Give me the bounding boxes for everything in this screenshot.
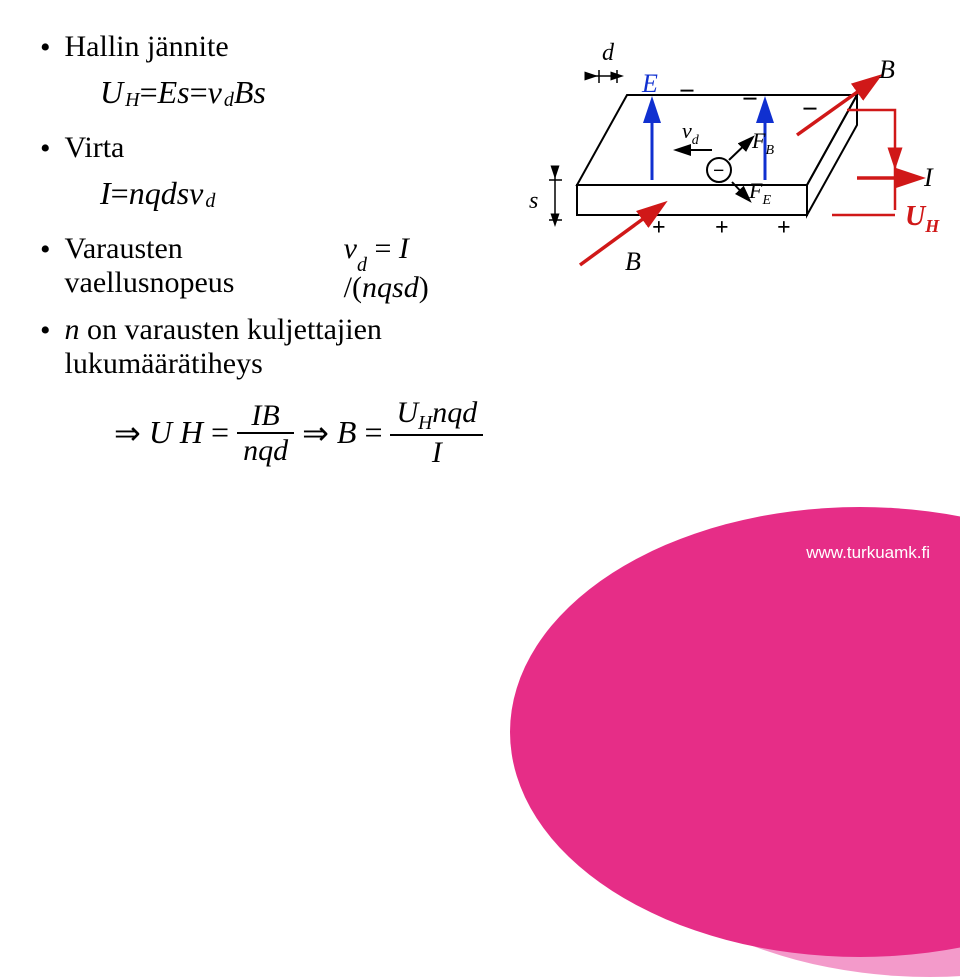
b4-rest: on varausten kuljettajien lukumäärätihey…: [65, 313, 382, 380]
equation-4: ⇒ UH = IB nqd ⇒ B = UHnqd I: [110, 396, 487, 469]
f2n-H: H: [418, 413, 432, 434]
label-FE: FE: [748, 178, 771, 208]
eq2-I: I: [100, 175, 111, 212]
label-UH: UH: [905, 201, 940, 236]
label-s: s: [529, 188, 538, 214]
frac-1: IB nqd: [237, 399, 294, 467]
label-FB: FB: [751, 128, 774, 158]
eq3-nqsd: nqsd: [362, 271, 419, 304]
eq3-d: d: [357, 254, 367, 276]
eq3-slash: /: [344, 271, 352, 304]
bullet-2-text: Virta: [65, 131, 125, 165]
footer-arc-light: [580, 527, 960, 977]
eq2-eq: =: [111, 175, 129, 212]
left-column: • Hallin jännite UH = Es = vd Bs • Virta…: [40, 30, 487, 469]
right-column: d s E − − − + + + vd −: [487, 30, 920, 469]
bullet-dot: •: [40, 131, 51, 167]
equation-1: UH = Es = vd Bs: [100, 74, 487, 111]
eq3-pr: ): [419, 271, 429, 304]
eq4-U: U: [149, 414, 172, 451]
fb-arrow: [729, 138, 752, 160]
frac2-den: I: [426, 436, 448, 469]
eq4-B: B: [337, 414, 357, 451]
eq2-rhs: nqdsv: [129, 175, 204, 212]
bullet-dot: •: [40, 232, 51, 268]
hall-effect-diagram: d s E − − − + + + vd −: [487, 30, 947, 280]
equation-2: I = nqdsvd: [100, 175, 487, 212]
eq1-U: U: [100, 74, 123, 111]
label-d: d: [602, 40, 615, 66]
minus-1: −: [679, 76, 695, 107]
minus-2: −: [742, 84, 758, 115]
eq4-eq1: =: [211, 414, 229, 451]
eq3-I: I: [399, 232, 409, 265]
frac2-num: UHnqd: [390, 396, 483, 434]
frac-2: UHnqd I: [390, 396, 483, 469]
footer-url: www.turkuamk.fi: [806, 543, 930, 563]
eq4-H: H: [180, 414, 203, 451]
bullet-dot: •: [40, 313, 51, 349]
bullet-2: • Virta: [40, 131, 487, 167]
bullet-3: • Varausten vaellusnopeus vd = I /(nqsd): [40, 232, 487, 305]
carrier-minus: −: [713, 160, 724, 182]
eq1-eq1: =: [140, 74, 158, 111]
content-area: • Hallin jännite UH = Es = vd Bs • Virta…: [0, 0, 960, 499]
label-E: E: [641, 69, 658, 98]
eq2-d: d: [205, 190, 215, 213]
eq4-imp2: ⇒: [302, 414, 329, 452]
f2n-nqd: nqd: [432, 396, 477, 429]
plus-3: +: [777, 215, 791, 241]
bullet-4: • n on varausten kuljettajien lukumäärät…: [40, 313, 487, 381]
eq1-v: v: [208, 74, 222, 111]
bullet-3-text: Varausten vaellusnopeus: [65, 232, 334, 300]
plus-2: +: [715, 215, 729, 241]
footer-arc-dark: [510, 507, 960, 957]
b4-n: n: [65, 313, 80, 346]
eq1-Bs: Bs: [234, 74, 266, 111]
eq1-d: d: [224, 89, 234, 112]
bullet-1-text: Hallin jännite: [65, 30, 229, 64]
bullet-1: • Hallin jännite: [40, 30, 487, 66]
bullet-4-text: n on varausten kuljettajien lukumäärätih…: [65, 313, 488, 381]
bullet-dot: •: [40, 30, 51, 66]
footer: www.turkuamk.fi: [0, 507, 960, 577]
plus-1: +: [652, 215, 666, 241]
eq4-eq2: =: [364, 414, 382, 451]
equation-3: vd = I /(nqsd): [344, 232, 488, 305]
uh-leads: [832, 110, 895, 215]
label-I: I: [923, 163, 934, 192]
eq3-v: v: [344, 232, 357, 265]
eq1-eq2: =: [190, 74, 208, 111]
frac1-num: IB: [245, 399, 285, 432]
eq4-imp1: ⇒: [114, 414, 141, 452]
label-B-high: B: [879, 55, 895, 84]
label-vd: vd: [682, 118, 700, 148]
label-B-low: B: [625, 247, 641, 276]
eq1-Es: Es: [158, 74, 190, 111]
eq3-eq: =: [375, 232, 399, 265]
frac1-den: nqd: [237, 434, 294, 467]
eq1-H: H: [125, 89, 139, 112]
f2n-U: U: [396, 396, 418, 429]
